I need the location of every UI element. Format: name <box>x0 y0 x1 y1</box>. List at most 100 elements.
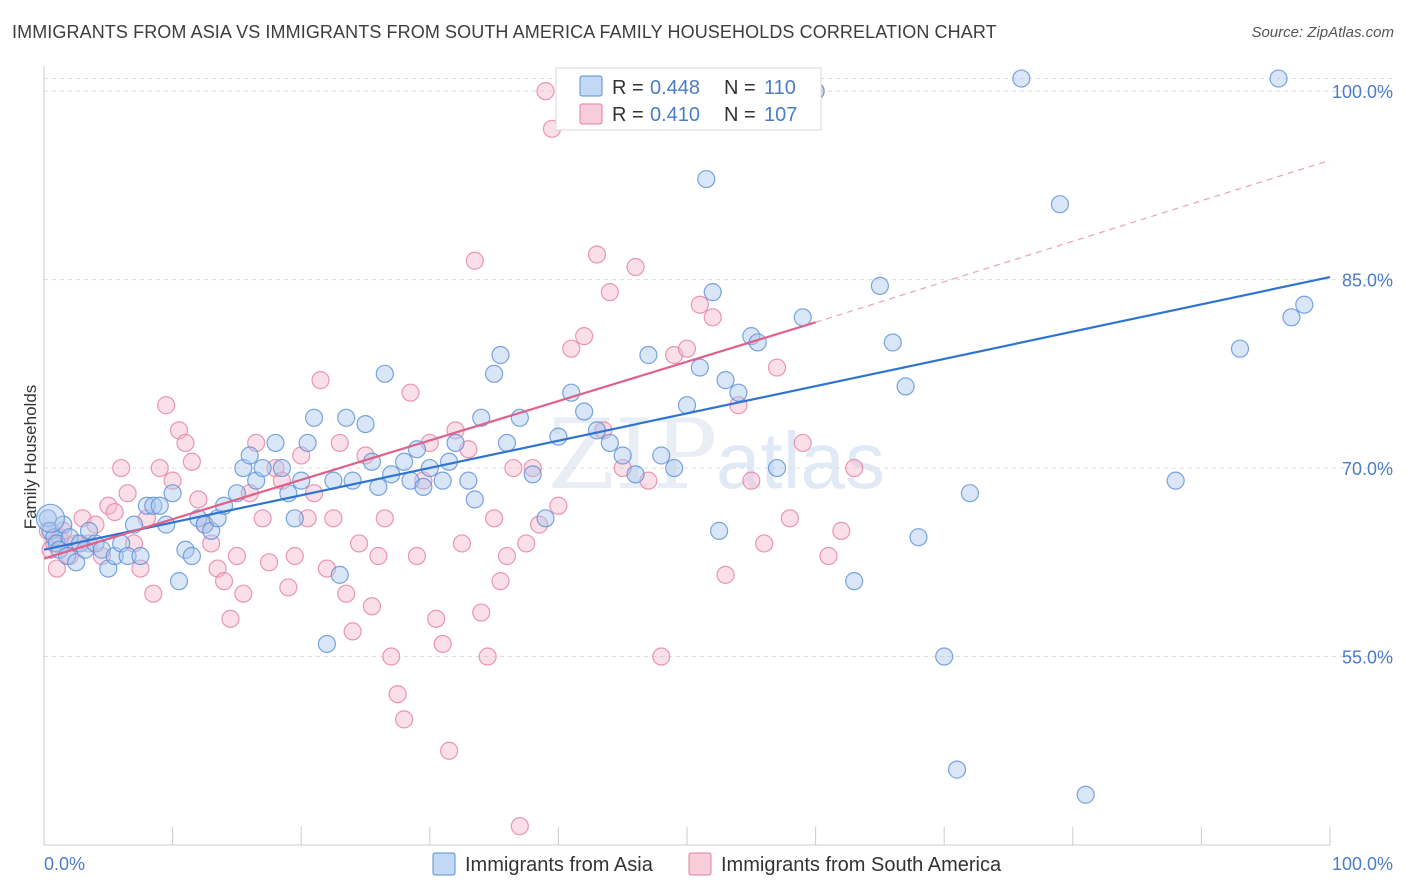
sa-point <box>549 496 568 515</box>
asia-point <box>1230 339 1250 358</box>
sa-point <box>677 339 697 358</box>
y-tick-label: 100.0% <box>1332 82 1393 102</box>
asia-point <box>1166 471 1185 490</box>
asia-point <box>459 471 478 490</box>
asia-point <box>163 484 182 503</box>
sa-point <box>388 685 407 704</box>
sa-point <box>253 509 272 528</box>
sa-point <box>285 546 304 566</box>
asia-n-label: N = <box>724 77 756 99</box>
asia-point <box>870 276 890 295</box>
asia-point <box>182 546 201 566</box>
sa-point <box>214 572 234 591</box>
legend-label-sa: Immigrants from South America <box>721 854 1002 876</box>
sa-point <box>510 817 529 836</box>
asia-point <box>690 358 709 377</box>
asia-point <box>1076 785 1095 804</box>
sa-stat-swatch <box>579 103 603 125</box>
axes <box>43 66 1331 846</box>
asia-point <box>1295 295 1314 314</box>
sa-point <box>832 521 851 540</box>
asia-point <box>337 408 356 427</box>
asia-trend-line <box>43 276 1331 551</box>
sa-point <box>182 452 201 471</box>
sa-point <box>690 295 709 314</box>
sa-point <box>703 308 722 327</box>
asia-point <box>729 383 748 402</box>
sa-point <box>118 484 137 503</box>
sa-point <box>324 509 343 528</box>
series-asia-points <box>35 69 1314 804</box>
sa-trend-line <box>43 321 816 560</box>
asia-point <box>414 477 433 497</box>
sa-point <box>472 603 491 622</box>
sa-point <box>221 609 240 628</box>
asia-stat-swatch <box>579 75 603 97</box>
x-tick-label-min: 0.0% <box>44 854 85 874</box>
sa-point <box>311 371 330 390</box>
sa-point <box>343 622 362 641</box>
stats-legend: R = 0.448 N = 110 R = 0.410 N = 107 <box>555 67 822 131</box>
asia-point <box>465 490 484 509</box>
asia-point <box>960 484 980 503</box>
asia-point <box>67 553 86 572</box>
sa-point <box>626 257 645 277</box>
asia-point <box>613 446 632 465</box>
asia-point <box>600 433 619 453</box>
sa-point <box>575 327 594 346</box>
chart-title: IMMIGRANTS FROM ASIA VS IMMIGRANTS FROM … <box>12 22 997 42</box>
sa-point <box>652 647 671 666</box>
sa-point <box>157 396 176 415</box>
sa-point <box>349 534 369 553</box>
sa-point <box>793 433 812 453</box>
watermark-atlas: atlas <box>716 416 885 505</box>
sa-point <box>517 534 536 553</box>
watermark: ZIP atlas <box>548 399 885 511</box>
sa-point <box>150 458 169 478</box>
sa-point <box>112 458 131 478</box>
sa-point <box>189 490 208 509</box>
series-south-america-points <box>38 82 864 836</box>
sa-point <box>401 383 420 402</box>
asia-point <box>793 308 812 327</box>
asia-point <box>767 458 787 478</box>
y-axis-title: Family Households <box>21 385 40 530</box>
asia-point <box>240 446 259 465</box>
sa-point <box>337 584 356 603</box>
sa-point <box>780 509 799 528</box>
sa-trend-extension <box>815 159 1331 323</box>
asia-point <box>883 333 902 352</box>
sa-point <box>497 546 517 566</box>
sa-r-value: 0.410 <box>650 104 700 126</box>
asia-point <box>304 408 324 427</box>
sa-point <box>47 559 66 578</box>
sa-point <box>742 471 761 490</box>
legend-swatch-asia <box>432 852 456 876</box>
asia-point <box>485 364 504 383</box>
sa-point <box>375 509 394 528</box>
y-tick-label: 70.0% <box>1342 459 1393 479</box>
asia-point <box>639 345 658 365</box>
asia-point <box>710 521 729 540</box>
asia-point <box>150 496 169 515</box>
asia-point <box>144 496 163 515</box>
sa-point <box>485 509 504 528</box>
asia-point <box>253 458 272 478</box>
asia-point <box>298 433 317 453</box>
sa-point <box>452 534 472 553</box>
sa-point <box>163 471 182 490</box>
asia-point <box>394 452 414 471</box>
asia-point <box>536 509 555 528</box>
bottom-legend: Immigrants from Asia Immigrants from Sou… <box>432 852 1002 876</box>
sa-point <box>504 458 523 478</box>
sa-point <box>362 597 382 616</box>
legend-swatch-sa <box>688 852 712 876</box>
asia-point <box>131 546 150 566</box>
asia-point <box>446 433 465 453</box>
sa-point <box>845 458 864 478</box>
sa-point <box>259 553 279 572</box>
asia-point <box>1012 69 1031 88</box>
asia-point <box>60 528 79 547</box>
sa-r-label: R = <box>612 104 644 126</box>
